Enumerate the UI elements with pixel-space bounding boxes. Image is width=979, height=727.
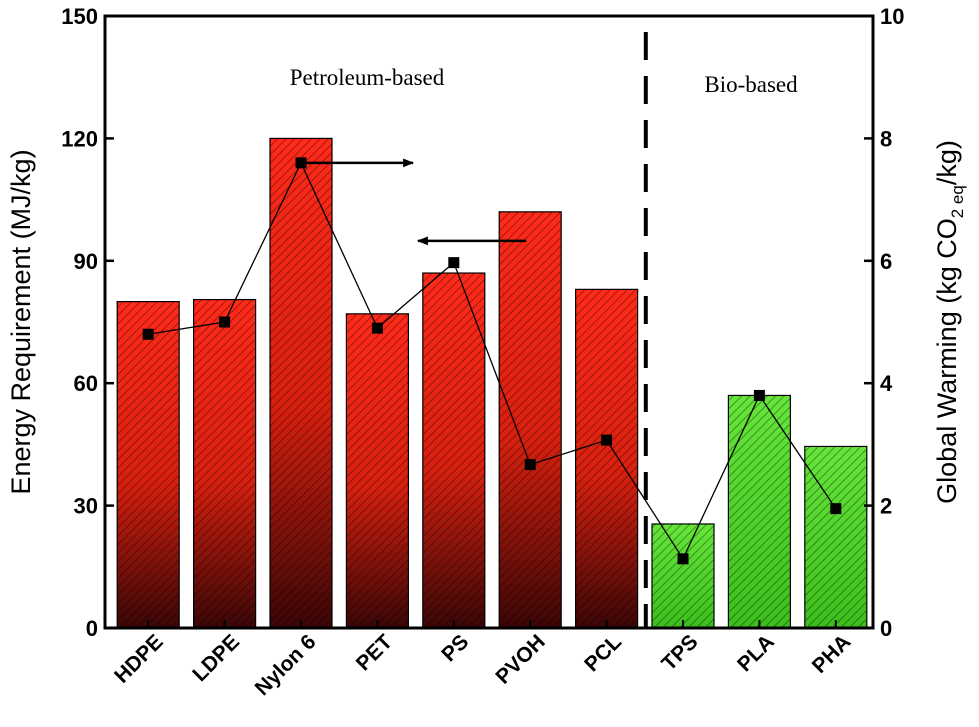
bar-hatch	[727, 394, 792, 629]
bar-pet	[345, 313, 409, 629]
category-label-nylon-6: Nylon 6	[251, 630, 321, 700]
data-point-ldpe	[219, 316, 231, 328]
left-tick-label: 60	[74, 371, 98, 396]
left-tick-label: 30	[74, 494, 98, 519]
bar-hatch	[116, 301, 180, 629]
bar-pha	[804, 445, 868, 629]
category-label-hdpe: HDPE	[110, 630, 168, 688]
data-point-tps	[677, 553, 689, 565]
right-axis-title: Global Warming (kg CO2 eq/kg)	[932, 140, 967, 504]
category-label-pet: PET	[352, 630, 397, 675]
right-tick-label: 6	[880, 249, 892, 274]
plot-frame	[103, 14, 875, 630]
left-axis-title: Energy Requirement (MJ/kg)	[6, 149, 36, 494]
bar-hatch	[498, 211, 562, 629]
left-tick-label: 0	[86, 616, 98, 641]
bar-hatch	[422, 272, 486, 629]
bar-hatch	[804, 445, 868, 629]
bar-pcl	[574, 288, 639, 629]
bar-hatch	[269, 137, 333, 629]
bar-pvoh	[498, 211, 562, 629]
right-axis-title-subscript: 2 eq	[948, 185, 967, 218]
series-line	[148, 161, 837, 561]
right-tick-label: 0	[880, 616, 892, 641]
category-label-pcl: PCL	[580, 630, 626, 676]
data-point-pla	[753, 389, 765, 401]
annotation-bio: Bio-based	[704, 72, 798, 97]
left-tick-label: 90	[74, 249, 98, 274]
data-point-pha	[830, 503, 842, 515]
category-label-pvoh: PVOH	[491, 630, 549, 688]
bar-tps	[651, 523, 715, 629]
bar-hdpe	[116, 301, 180, 629]
right-tick-label: 2	[880, 494, 892, 519]
category-label-ps: PS	[437, 630, 473, 666]
bar-nylon-6	[269, 137, 333, 629]
category-label-ldpe: LDPE	[188, 630, 244, 686]
annotation-petroleum: Petroleum-based	[290, 65, 445, 90]
data-point-hdpe	[142, 328, 154, 340]
right-tick-label: 8	[880, 126, 892, 151]
data-point-pcl	[601, 434, 613, 446]
right-axis-title-prefix: Global Warming (kg CO	[932, 218, 962, 504]
category-label-pha: PHA	[808, 630, 856, 678]
data-point-pvoh	[524, 459, 536, 471]
data-point-pet	[371, 322, 383, 334]
left-tick-label: 120	[61, 126, 98, 151]
left-tick-label: 150	[61, 4, 98, 29]
bar-hatch	[345, 313, 409, 629]
right-tick-label: 10	[880, 4, 904, 29]
right-axis-title-suffix: /kg)	[932, 140, 962, 185]
right-tick-label: 4	[880, 371, 893, 396]
bar-hatch	[574, 288, 639, 629]
category-label-tps: TPS	[657, 630, 702, 675]
bar-pla	[727, 394, 792, 629]
bar-hatch	[193, 298, 257, 629]
data-point-ps	[448, 257, 460, 269]
category-label-pla: PLA	[733, 630, 779, 676]
bar-ldpe	[193, 298, 257, 629]
bar-hatch	[651, 523, 715, 629]
bar-ps	[422, 272, 486, 629]
